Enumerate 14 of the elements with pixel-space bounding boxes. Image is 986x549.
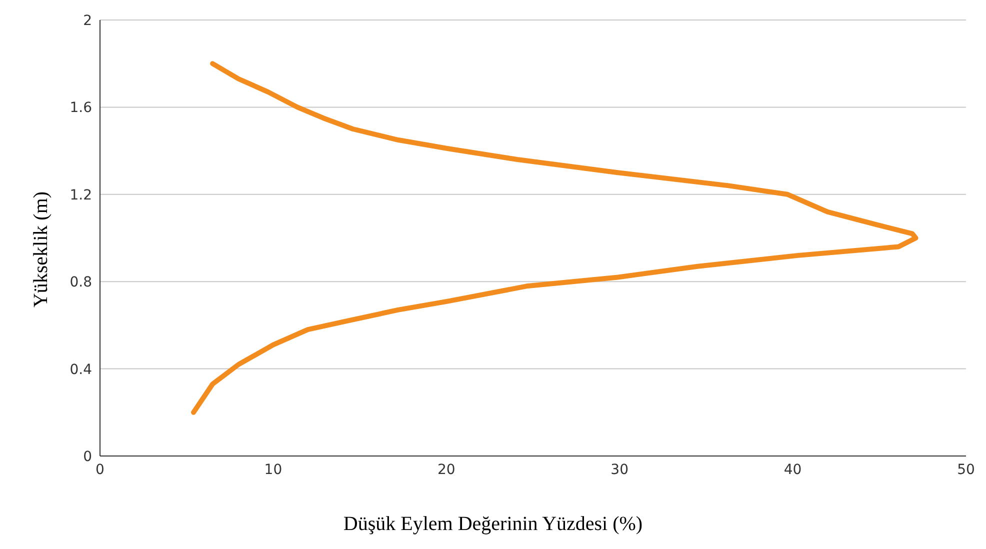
y-tick-label: 0 (83, 448, 92, 465)
y-tick-label: 0.8 (70, 274, 92, 291)
x-tick-label: 0 (96, 462, 104, 478)
y-tick-label: 1.6 (70, 100, 92, 116)
x-tick-label: 40 (784, 462, 802, 478)
x-axis-title: Düşük Eylem Değerinin Yüzdesi (%) (342, 513, 644, 536)
y-axis-title: Yükseklik (m) (30, 191, 53, 308)
y-tick-label: 1.2 (70, 187, 92, 204)
x-tick-label: 30 (610, 462, 629, 478)
x-tick-label: 50 (957, 462, 975, 478)
y-tick-label: 2 (83, 12, 92, 29)
x-tick-label: 10 (264, 462, 282, 478)
x-tick-label: 20 (437, 462, 456, 478)
y-tick-label: 0.4 (70, 362, 92, 378)
